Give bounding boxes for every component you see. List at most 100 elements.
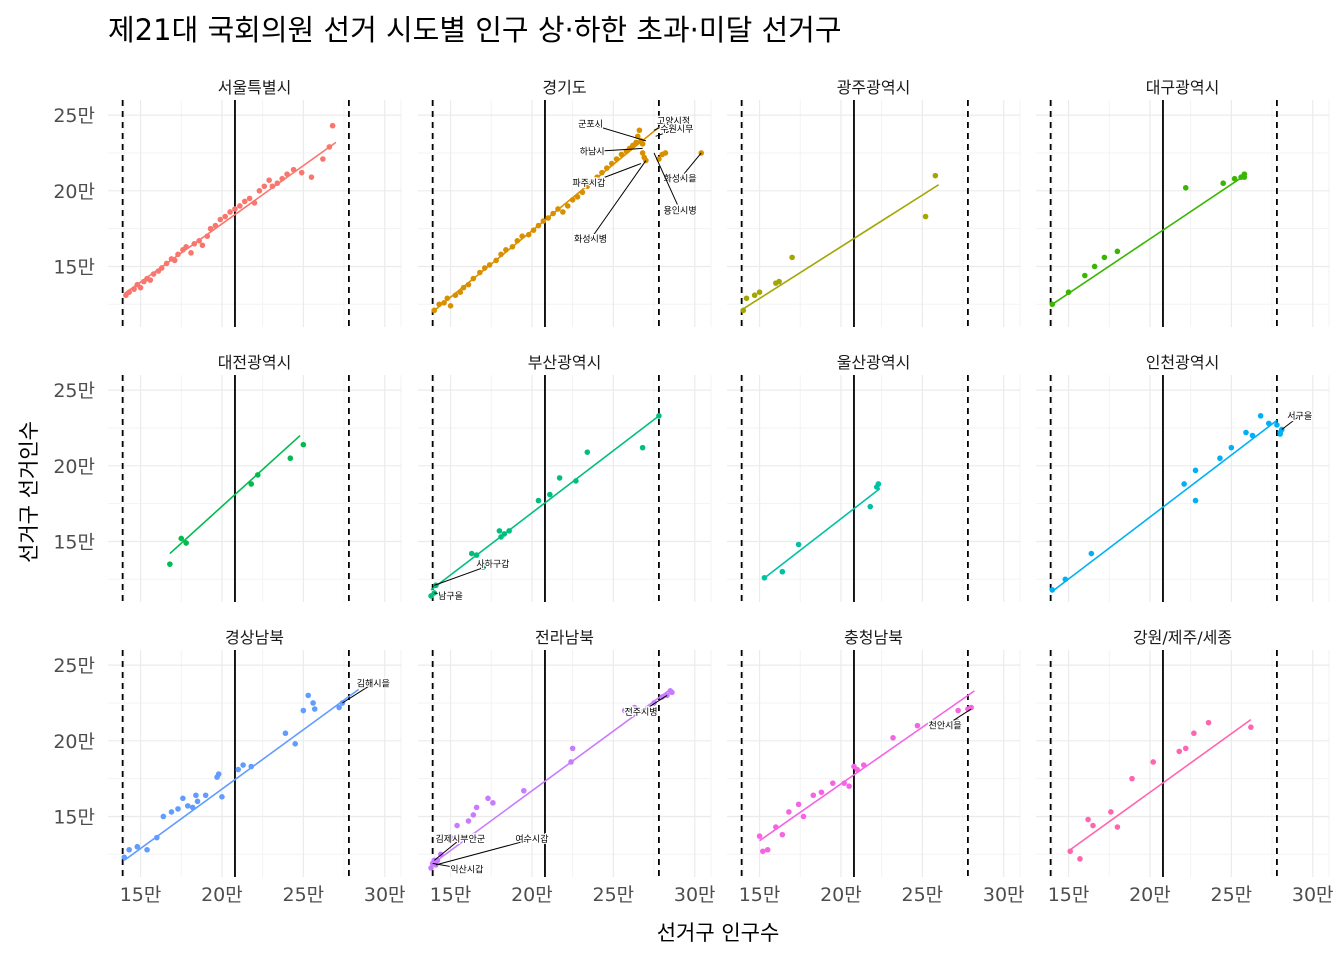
panel-3: 광주광역시 xyxy=(727,78,1021,327)
data-point xyxy=(470,275,477,282)
data-point xyxy=(621,707,628,714)
data-point xyxy=(659,694,665,700)
data-point xyxy=(574,194,581,200)
y-tick-label: 25만 xyxy=(53,105,95,127)
data-point xyxy=(599,169,605,176)
regression-line xyxy=(1069,718,1252,851)
data-point xyxy=(457,289,464,295)
regression-line xyxy=(123,688,360,861)
data-point xyxy=(579,189,586,196)
point-label: 익산시갑 xyxy=(450,863,483,875)
data-point xyxy=(1243,429,1249,436)
y-tick-label: 15만 xyxy=(53,256,95,278)
data-point xyxy=(180,795,186,802)
data-point xyxy=(519,233,525,239)
point-label: 파주시갑 xyxy=(572,177,605,189)
data-point xyxy=(251,200,258,206)
data-point xyxy=(535,497,542,504)
data-point xyxy=(875,481,882,487)
data-point xyxy=(545,215,552,221)
data-point xyxy=(830,780,836,786)
data-point xyxy=(477,269,483,276)
point-label: 여수시갑 xyxy=(515,833,548,845)
x-tick-label: 25만 xyxy=(1210,884,1252,906)
data-point xyxy=(131,286,137,292)
data-point xyxy=(163,260,170,267)
regression-line xyxy=(432,126,660,313)
data-point xyxy=(184,803,191,809)
data-point xyxy=(336,704,342,711)
y-tick-label: 25만 xyxy=(53,655,95,677)
regression-line xyxy=(759,690,975,842)
data-point xyxy=(509,243,516,250)
label-leader xyxy=(655,128,677,137)
data-point xyxy=(540,218,547,224)
data-point xyxy=(556,475,563,481)
data-point xyxy=(194,798,201,805)
y-tick-label: 20만 xyxy=(53,181,95,203)
data-point xyxy=(779,831,786,838)
data-point xyxy=(261,183,268,190)
x-tick-label: 25만 xyxy=(282,884,324,906)
data-point xyxy=(846,783,852,789)
data-point xyxy=(1265,420,1272,427)
data-point xyxy=(447,834,454,841)
point-label: 용인시병 xyxy=(664,205,697,216)
data-point xyxy=(1257,413,1264,419)
data-point xyxy=(841,780,847,786)
data-point xyxy=(447,303,454,309)
data-point xyxy=(465,281,472,288)
data-point xyxy=(922,213,929,220)
data-point xyxy=(441,299,447,306)
label-leader xyxy=(434,563,494,586)
data-point xyxy=(560,209,566,215)
data-point xyxy=(1085,816,1091,823)
data-point xyxy=(232,206,238,212)
data-point xyxy=(761,574,768,581)
data-point xyxy=(222,213,228,220)
data-point xyxy=(1082,272,1088,279)
label-leader xyxy=(590,123,647,142)
data-point xyxy=(284,171,290,177)
data-point xyxy=(1182,184,1189,191)
data-point xyxy=(1176,748,1183,755)
data-point xyxy=(168,809,175,815)
panel-7: 울산광역시 xyxy=(727,353,1021,602)
data-point xyxy=(320,156,326,162)
regression-line xyxy=(430,688,671,866)
data-point xyxy=(867,503,874,510)
data-point xyxy=(175,806,181,812)
label-leader xyxy=(640,694,668,713)
data-point xyxy=(248,763,255,770)
point-label: 남구을 xyxy=(438,591,463,602)
data-point xyxy=(1192,467,1199,474)
label-leader xyxy=(590,160,647,240)
data-point xyxy=(818,789,825,796)
x-tick-label: 25만 xyxy=(592,884,634,906)
data-point xyxy=(215,771,222,777)
data-point xyxy=(171,257,178,264)
data-point xyxy=(227,209,233,215)
data-point xyxy=(1090,822,1096,829)
data-point xyxy=(490,800,496,806)
data-point xyxy=(326,144,333,150)
x-tick-label: 15만 xyxy=(739,884,781,906)
data-point xyxy=(292,741,298,747)
data-point xyxy=(776,278,782,285)
data-point xyxy=(1274,422,1280,428)
data-point xyxy=(613,156,620,162)
data-point xyxy=(764,846,771,853)
data-point xyxy=(248,481,255,487)
data-point xyxy=(1049,587,1056,593)
regression-line xyxy=(1051,419,1278,593)
data-point xyxy=(1220,180,1226,187)
data-point xyxy=(743,295,750,302)
data-point xyxy=(604,165,610,171)
x-tick-label: 20만 xyxy=(511,884,553,906)
y-tick-label: 15만 xyxy=(53,531,95,553)
data-point xyxy=(932,172,939,179)
